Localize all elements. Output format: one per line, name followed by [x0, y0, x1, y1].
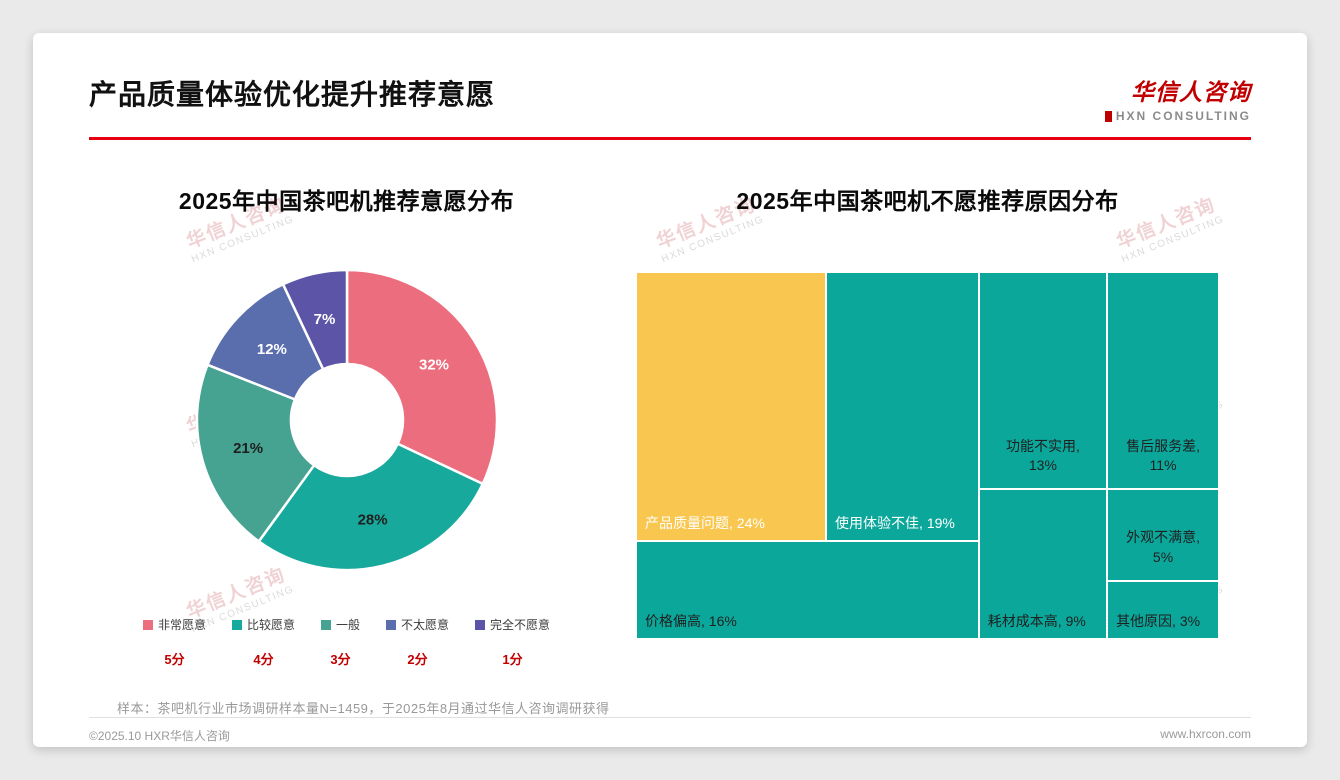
treemap-block-6[interactable]: 外观不满意, 5%: [1107, 488, 1219, 581]
sample-note: 样本：茶吧机行业市场调研样本量N=1459，于2025年8月通过华信人咨询调研获…: [117, 701, 610, 716]
header: 产品质量体验优化提升推荐意愿 华信人咨询 HXN CONSULTING: [89, 33, 1251, 140]
treemap-block-2[interactable]: 功能不实用, 13%: [978, 272, 1108, 489]
donut-slice-2[interactable]: [195, 363, 316, 544]
brand-logo-mark-icon: [1104, 110, 1112, 122]
donut-chart-title: 2025年中国茶吧机推荐意愿分布: [178, 188, 515, 214]
footer-copyright: ©2025.10 HXR华信人咨询: [89, 729, 230, 743]
donut-value-label: 7%: [313, 311, 335, 328]
treemap-block-0[interactable]: 产品质量问题, 24%: [636, 272, 827, 541]
treemap-label: 产品质量问题, 24%: [645, 515, 765, 532]
donut-value-label: 28%: [357, 511, 387, 528]
treemap-block-7[interactable]: 其他原因, 3%: [1107, 580, 1219, 639]
donut-slice-4[interactable]: [280, 268, 348, 371]
treemap-chart: 产品质量问题, 24% 使用体验不佳, 19% 功能不实用, 13% 售后服务差, 1…: [636, 272, 1219, 639]
legend-label: 不太愿意: [401, 618, 450, 632]
donut-value-label: 12%: [256, 341, 286, 358]
legend-swatch-icon: [231, 619, 242, 630]
treemap-label: 功能不实用, 13%: [1005, 437, 1080, 474]
donut-slice-1[interactable]: [256, 442, 484, 572]
legend-label: 非常愿意: [157, 618, 206, 632]
footer-website[interactable]: www.hxrcon.com: [1160, 727, 1251, 741]
legend-score: 4分: [253, 652, 274, 667]
donut-value-label: 32%: [418, 356, 448, 373]
donut-slice-3[interactable]: [205, 282, 325, 402]
legend-item-4[interactable]: 完全不愿意 1分: [475, 616, 550, 668]
legend-label: 比较愿意: [246, 618, 295, 632]
treemap-block-3[interactable]: 售后服务差, 11%: [1107, 272, 1219, 489]
legend-swatch-icon: [475, 619, 486, 630]
treemap-block-4[interactable]: 价格偏高, 16%: [636, 541, 979, 639]
legend-item-2[interactable]: 一般 3分: [320, 616, 360, 668]
legend-item-1[interactable]: 比较愿意 4分: [231, 616, 295, 668]
treemap-block-1[interactable]: 使用体验不佳, 19%: [826, 272, 979, 541]
treemap-label: 外观不满意, 5%: [1126, 529, 1200, 566]
treemap-section: 2025年中国茶吧机不愿推荐原因分布 产品质量问题, 24% 使用体验不佳, 19…: [604, 186, 1251, 668]
legend-label: 一般: [335, 618, 360, 632]
legend-item-3[interactable]: 不太愿意 2分: [386, 616, 449, 668]
legend-item-0[interactable]: 非常愿意 5分: [142, 616, 206, 668]
donut-value-label: 21%: [233, 440, 263, 457]
brand-logo: 华信人咨询 HXN CONSULTING: [1104, 73, 1251, 123]
page-title: 产品质量体验优化提升推荐意愿: [89, 79, 496, 110]
legend-swatch-icon: [142, 619, 153, 630]
treemap-label: 耗材成本高, 9%: [987, 613, 1086, 630]
legend-score: 1分: [502, 652, 523, 667]
brand-logo-name: 华信人咨询: [1131, 80, 1251, 105]
legend-swatch-icon: [386, 619, 396, 630]
treemap-label: 其他原因, 3%: [1116, 613, 1201, 630]
legend-score: 2分: [407, 652, 428, 667]
treemap-title: 2025年中国茶吧机不愿推荐原因分布: [736, 188, 1119, 214]
charts-area: 2025年中国茶吧机推荐意愿分布 32% 28% 21% 12% 7% 非常愿意 5分 比较…: [89, 186, 1251, 668]
donut-slice-0[interactable]: [345, 268, 498, 486]
donut-chart: 32% 28% 21% 12% 7%: [195, 268, 498, 572]
legend-swatch-icon: [320, 619, 331, 630]
legend-score: 5分: [164, 652, 185, 667]
donut-chart-section: 2025年中国茶吧机推荐意愿分布 32% 28% 21% 12% 7% 非常愿意 5分 比较…: [89, 186, 604, 668]
legend-score: 3分: [330, 652, 351, 667]
treemap-block-5[interactable]: 耗材成本高, 9%: [978, 488, 1108, 639]
legend-label: 完全不愿意: [490, 618, 551, 632]
footer: ©2025.10 HXR华信人咨询 www.hxrcon.com: [89, 717, 1251, 747]
treemap-label: 售后服务差, 11%: [1126, 437, 1200, 474]
header-divider: [89, 137, 1251, 140]
treemap-label: 使用体验不佳, 19%: [835, 515, 955, 532]
donut-legend: 非常愿意 5分 比较愿意 4分 一般 3分 不太愿意 2分 完全不愿意 1分: [142, 616, 550, 668]
report-card: 华信人咨询 HXN CONSULTING 华信人咨询 HXN CONSULTING 华信…: [33, 33, 1307, 747]
treemap-label: 价格偏高, 16%: [645, 613, 737, 630]
brand-logo-subtitle: HXN CONSULTING: [1115, 109, 1251, 123]
